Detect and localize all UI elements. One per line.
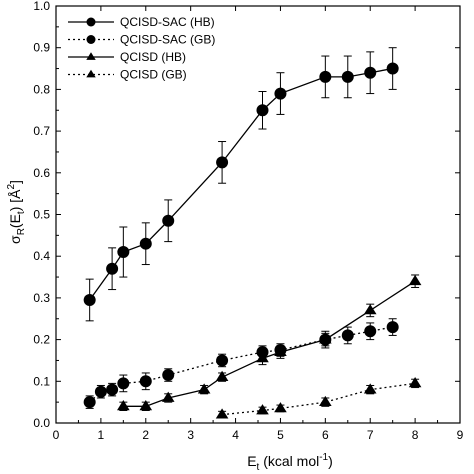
data-point bbox=[83, 293, 96, 306]
data-point bbox=[319, 333, 332, 344]
legend-label: QCISD (GB) bbox=[120, 68, 187, 82]
series-2 bbox=[117, 274, 422, 411]
y-tick-label: 1.0 bbox=[33, 0, 50, 13]
y-tick-label: 0.0 bbox=[33, 416, 50, 430]
data-point bbox=[256, 352, 269, 363]
data-point bbox=[256, 404, 269, 415]
legend-entry: QCISD-SAC (HB) bbox=[68, 15, 215, 29]
data-point bbox=[341, 70, 354, 83]
legend: QCISD-SAC (HB) QCISD-SAC (GB) QCISD (HB) QC… bbox=[68, 15, 215, 82]
legend-marker bbox=[86, 35, 96, 44]
series-0 bbox=[83, 47, 399, 322]
data-point bbox=[161, 391, 175, 402]
x-tick-label: 6 bbox=[322, 428, 329, 442]
axis-ticks: 0 1 2 3 4 5 6 7 8 9 0.0 0.1 0.2 0.3 0.4 0.5 0.6 0.7 0.8 0.9… bbox=[33, 0, 463, 442]
x-tick-label: 2 bbox=[142, 428, 149, 442]
data-point bbox=[319, 70, 332, 83]
y-tick-label: 0.6 bbox=[33, 166, 50, 180]
data-point bbox=[215, 370, 229, 382]
data-point bbox=[408, 377, 422, 388]
y-tick-label: 0.9 bbox=[33, 41, 50, 55]
data-point bbox=[274, 87, 287, 100]
x-tick-label: 1 bbox=[98, 428, 105, 442]
y-tick-label: 0.1 bbox=[33, 374, 50, 388]
data-point bbox=[364, 325, 377, 338]
data-point bbox=[386, 321, 399, 334]
data-point bbox=[94, 385, 107, 398]
x-tick-label: 0 bbox=[53, 428, 60, 442]
legend-entry: QCISD (GB) bbox=[68, 68, 187, 82]
legend-marker bbox=[86, 17, 96, 27]
series-line bbox=[222, 382, 416, 416]
data-point bbox=[363, 383, 377, 394]
data-point bbox=[386, 62, 399, 75]
x-tick-label: 5 bbox=[277, 428, 284, 442]
legend-marker bbox=[86, 69, 96, 78]
legend-label: QCISD-SAC (HB) bbox=[120, 15, 215, 29]
y-tick-label: 0.2 bbox=[33, 333, 50, 347]
legend-entry: QCISD-SAC (GB) bbox=[68, 33, 215, 47]
data-point bbox=[216, 156, 229, 169]
series-layer bbox=[83, 47, 422, 419]
data-point bbox=[341, 329, 354, 342]
data-point bbox=[408, 274, 422, 286]
x-axis-title: Et (kcal mol-1) bbox=[247, 452, 333, 473]
y-tick-label: 0.7 bbox=[33, 124, 50, 138]
data-point bbox=[117, 399, 130, 411]
data-point bbox=[139, 237, 152, 250]
x-tick-label: 4 bbox=[232, 428, 239, 442]
series-line bbox=[89, 67, 393, 301]
data-point bbox=[83, 396, 96, 409]
x-tick-label: 9 bbox=[457, 428, 464, 442]
y-axis-title: σR(Et) [Å2] bbox=[6, 180, 27, 244]
series-3 bbox=[215, 377, 422, 419]
data-point bbox=[139, 399, 153, 411]
data-point bbox=[117, 377, 130, 390]
x-tick-label: 7 bbox=[367, 428, 374, 442]
data-point bbox=[106, 383, 119, 396]
legend-label: QCISD (HB) bbox=[120, 50, 186, 64]
y-tick-label: 0.3 bbox=[33, 291, 50, 305]
data-point bbox=[364, 66, 377, 79]
data-point bbox=[117, 246, 130, 259]
y-tick-label: 0.8 bbox=[33, 82, 50, 96]
x-tick-label: 8 bbox=[412, 428, 419, 442]
data-point bbox=[319, 395, 332, 407]
data-point bbox=[162, 214, 175, 227]
data-point bbox=[274, 345, 287, 356]
data-point bbox=[363, 304, 377, 315]
data-point bbox=[197, 383, 211, 394]
data-point bbox=[256, 104, 269, 117]
data-point bbox=[274, 402, 287, 413]
data-point bbox=[216, 354, 229, 367]
legend-marker bbox=[86, 52, 96, 60]
y-tick-label: 0.5 bbox=[33, 208, 50, 222]
legend-label: QCISD-SAC (GB) bbox=[120, 33, 215, 47]
series-line bbox=[123, 280, 416, 407]
data-point bbox=[162, 369, 175, 382]
data-point bbox=[139, 375, 152, 388]
data-point bbox=[215, 408, 229, 419]
legend-entry: QCISD (HB) bbox=[68, 50, 186, 64]
y-tick-label: 0.4 bbox=[33, 249, 50, 263]
data-point bbox=[106, 262, 119, 275]
x-tick-label: 3 bbox=[187, 428, 194, 442]
